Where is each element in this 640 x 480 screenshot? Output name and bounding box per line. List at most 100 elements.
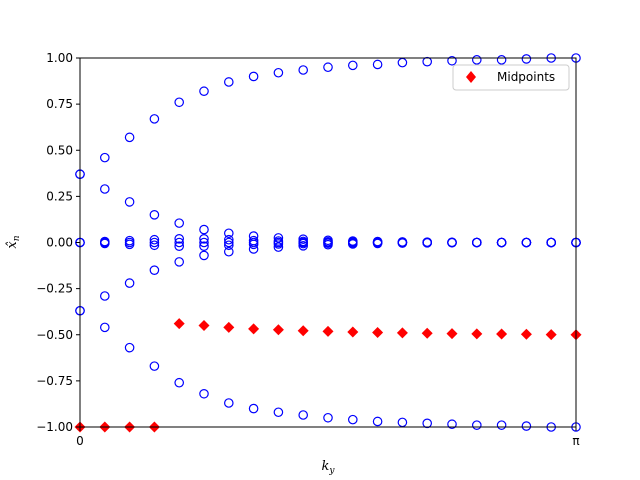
- data-point-circle-b0-4: [174, 97, 184, 108]
- y-tick-label-5: −0.25: [36, 282, 73, 296]
- data-point-circle-b0-3: [149, 114, 160, 124]
- data-point-circle-b6-7: [248, 403, 259, 414]
- data-point-midpoint-9: [297, 325, 309, 337]
- data-point-circle-b1-5: [199, 224, 209, 235]
- data-point-circle-b5-17: [496, 237, 507, 248]
- data-point-circle-b1-3: [149, 210, 160, 220]
- data-point-circle-b0-14: [422, 56, 432, 67]
- data-point-circle-b2-6: [224, 234, 234, 245]
- data-point-midpoint-19: [545, 329, 557, 341]
- data-point-circle-b4-1: [100, 238, 110, 249]
- data-point-circle-b5-12: [372, 238, 383, 249]
- data-point-circle-b4-6: [224, 240, 234, 251]
- data-point-circle-b2-5: [199, 234, 209, 244]
- data-point-circle-b5-15: [447, 237, 457, 248]
- data-point-circle-b6-12: [372, 416, 383, 427]
- data-point-circle-b6-4: [174, 377, 184, 388]
- data-point-circle-b4-8: [273, 239, 284, 249]
- data-point-circle-b4-5: [199, 241, 209, 251]
- data-point-circle-b6-17: [496, 420, 507, 430]
- legend: Midpoints: [452, 64, 570, 91]
- x-axis-label-sub: y: [328, 466, 335, 476]
- data-point-circle-b5-11: [347, 239, 358, 249]
- data-point-circle-b4-2: [124, 239, 135, 250]
- data-point-circle-b1-6: [224, 228, 234, 239]
- y-tick-label-3: 0.25: [46, 189, 73, 203]
- data-point-circle-b0-17: [496, 55, 507, 65]
- data-point-midpoint-10: [322, 325, 334, 337]
- data-point-circle-b1-4: [174, 218, 184, 228]
- data-point-midpoint-15: [446, 328, 458, 340]
- data-point-circle-b6-5: [199, 388, 209, 399]
- data-point-circle-b0-18: [521, 54, 532, 64]
- data-point-circle-b0-10: [323, 62, 333, 73]
- data-point-circle-b3-3: [149, 237, 160, 248]
- data-point-midpoint-4: [173, 318, 185, 330]
- data-point-circle-b1-8: [273, 233, 284, 243]
- data-point-midpoint-17: [496, 328, 508, 340]
- data-point-circle-b6-16: [471, 420, 482, 430]
- y-tick-label-1: 0.75: [46, 97, 73, 111]
- data-point-circle-b6-11: [347, 414, 358, 425]
- data-point-circle-b5-7: [248, 244, 259, 254]
- data-point-circle-b6-2: [124, 342, 135, 353]
- data-point-circle-b5-6: [224, 246, 234, 257]
- data-point-circle-b6-1: [100, 322, 110, 333]
- data-point-circle-b5-1: [100, 291, 110, 301]
- data-point-circle-b5-13: [397, 238, 408, 248]
- data-point-circle-b6-14: [422, 418, 432, 429]
- data-point-circle-b0-8: [273, 67, 284, 78]
- data-point-circle-b0-1: [100, 152, 110, 163]
- y-tick-label-2: 0.50: [46, 143, 73, 157]
- data-point-circle-b5-3: [149, 265, 160, 275]
- y-axis-label-main: x̂: [5, 241, 20, 249]
- data-point-circle-b0-16: [471, 55, 482, 65]
- data-point-circle-b3-5: [199, 237, 209, 248]
- data-point-circle-b3-4: [174, 237, 184, 248]
- data-point-circle-b5-18: [521, 237, 532, 248]
- data-point-circle-b6-3: [149, 361, 160, 371]
- x-axis-label-main: k: [322, 459, 330, 474]
- data-point-circle-b5-14: [422, 238, 432, 248]
- data-point-circle-b0-9: [298, 65, 308, 75]
- data-point-circle-b6-6: [224, 398, 234, 408]
- data-point-circle-b5-8: [273, 242, 284, 252]
- data-point-circle-b6-8: [273, 407, 284, 418]
- data-point-circle-b5-9: [298, 241, 308, 251]
- y-axis-label: x̂n: [5, 235, 22, 248]
- data-point-midpoint-18: [520, 328, 532, 340]
- legend-box: [452, 64, 570, 91]
- data-point-midpoint-7: [248, 323, 260, 335]
- data-point-midpoint-16: [471, 328, 483, 340]
- data-point-circle-b4-4: [174, 241, 184, 251]
- data-point-circle-b5-16: [471, 237, 482, 248]
- data-point-midpoint-5: [198, 320, 210, 332]
- data-point-circle-b0-11: [347, 60, 358, 71]
- y-tick-label-6: −0.50: [36, 328, 73, 342]
- data-point-circle-b4-3: [149, 240, 160, 251]
- data-point-circle-b5-4: [174, 257, 184, 267]
- y-tick-label-0: 1.00: [46, 51, 73, 65]
- data-point-midpoint-13: [396, 327, 408, 339]
- data-point-circle-b6-18: [521, 421, 532, 431]
- data-point-circle-b1-2: [124, 197, 135, 207]
- ticks-layer: 1.00 0.75 0.50 0.25 0.00 −0.25 −0.50 −0.75 −1.00…: [36, 51, 579, 448]
- data-point-circle-b5-5: [199, 250, 209, 261]
- data-point-midpoint-11: [347, 326, 359, 338]
- x-axis-label: ky: [322, 459, 336, 476]
- data-point-circle-b2-4: [174, 234, 184, 244]
- data-point-circle-b1-1: [100, 184, 110, 194]
- x-tick-label-1: π: [572, 434, 579, 448]
- data-point-circle-b5-19: [546, 237, 556, 248]
- data-point-circle-b5-10: [323, 239, 333, 250]
- legend-marker-diamond: [466, 71, 476, 83]
- data-point-circle-b0-7: [248, 71, 259, 82]
- data-point-circle-b2-3: [149, 234, 160, 245]
- data-point-circle-b5-2: [124, 278, 135, 288]
- data-point-midpoint-6: [223, 321, 235, 333]
- y-tick-label-4: 0.00: [46, 236, 73, 250]
- y-tick-label-7: −0.75: [36, 374, 73, 388]
- data-point-circle-b0-6: [224, 77, 234, 87]
- data-point-circle-b6-10: [323, 412, 333, 423]
